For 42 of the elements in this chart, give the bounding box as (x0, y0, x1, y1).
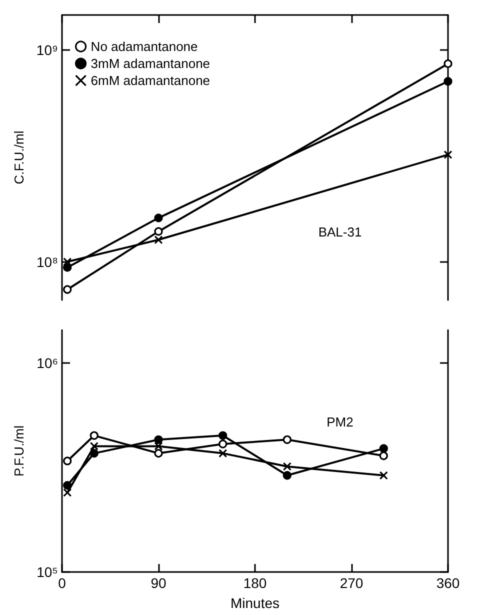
y-tick-label: 10⁵ (36, 564, 58, 580)
point (63, 456, 72, 466)
x-tick-label: 360 (436, 575, 460, 591)
point (444, 77, 452, 86)
x-tick-label: 270 (340, 575, 364, 591)
y-tick-label: 10⁹ (36, 42, 58, 58)
point (444, 150, 452, 159)
annotation: BAL-31 (318, 224, 362, 240)
point (282, 471, 292, 480)
point (444, 59, 452, 68)
point (282, 435, 292, 444)
point (90, 448, 98, 458)
point (154, 235, 163, 244)
y-tick-label: 10⁸ (36, 254, 58, 270)
y-axis-title: C.F.U./ml (12, 130, 27, 184)
point (90, 431, 98, 440)
point (90, 442, 98, 451)
point (63, 285, 72, 294)
point (154, 227, 163, 236)
point (218, 448, 228, 458)
legend-label: No adamantanone (90, 39, 198, 54)
point (379, 471, 388, 480)
legend-label: 3mM adamantanone (90, 56, 210, 71)
legend-label: 6mM adamantanone (90, 73, 210, 88)
point (282, 462, 292, 471)
point (154, 435, 163, 444)
point (218, 440, 228, 448)
point (154, 214, 163, 222)
point (218, 431, 228, 440)
point (154, 442, 163, 451)
x-tick-label: 0 (58, 575, 66, 591)
point (63, 488, 72, 497)
point (63, 481, 72, 490)
x-tick-label: 180 (243, 575, 267, 591)
annotation: PM2 (326, 414, 354, 430)
point (379, 444, 388, 453)
y-axis-title: P.F.U./ml (12, 425, 27, 477)
x-axis-title: Minutes (230, 595, 280, 611)
point (154, 448, 163, 458)
point (379, 451, 388, 460)
y-tick-label: 10⁶ (36, 355, 58, 372)
x-tick-label: 90 (150, 575, 166, 591)
